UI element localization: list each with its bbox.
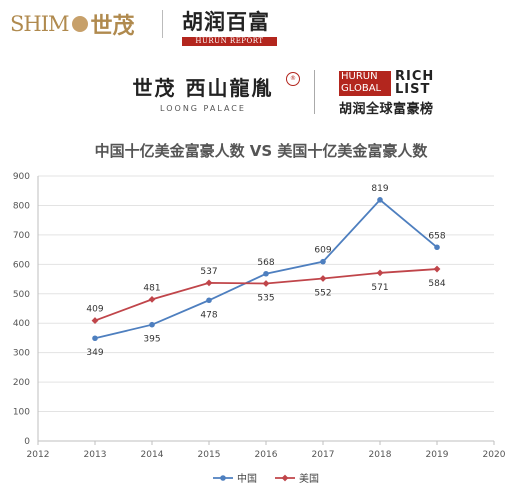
data-label: 478 [200, 310, 217, 320]
x-tick-label: 2017 [312, 450, 335, 460]
sponsor-logo-row: 世茂 西山龍胤 LOONG PALACE ® HURUN GLOBAL RICH… [0, 68, 522, 118]
x-tick-label: 2014 [141, 450, 164, 460]
header-divider [162, 10, 163, 38]
data-label: 609 [314, 246, 331, 256]
y-tick-label: 700 [13, 231, 30, 241]
grl-red-block: HURUN GLOBAL [339, 71, 391, 96]
series-point [206, 297, 212, 304]
legend-swatch-marker [281, 474, 289, 482]
grl-red-line-2: GLOBAL [341, 83, 382, 94]
data-label: 819 [371, 184, 388, 194]
legend-swatch-marker [220, 475, 226, 481]
y-tick-label: 0 [24, 437, 30, 447]
loong-palace-english: LOONG PALACE [160, 104, 246, 113]
series-point [434, 244, 440, 251]
x-tick-label: 2018 [369, 450, 392, 460]
data-label: 658 [428, 231, 445, 241]
legend-label: 美国 [299, 472, 319, 485]
shimao-seal-icon [71, 16, 88, 32]
sponsor-divider [314, 70, 315, 114]
data-label: 552 [314, 288, 331, 298]
series-point [149, 321, 155, 328]
data-label: 535 [257, 293, 274, 303]
y-tick-label: 400 [13, 319, 30, 329]
loong-palace-chinese: 世茂 西山龍胤 [132, 76, 274, 100]
grl-black-line-1: RICH [395, 69, 435, 84]
series-point [148, 295, 156, 303]
y-tick-label: 500 [13, 290, 30, 300]
series-point [320, 258, 326, 265]
data-label: 537 [200, 267, 217, 277]
data-label: 584 [428, 279, 445, 289]
top-bar: SHIM 世茂 胡润百富 HURUN REPORT [0, 0, 522, 50]
series-point [92, 335, 98, 342]
data-label: 349 [86, 348, 103, 358]
grl-red-line-1: HURUN [341, 71, 378, 82]
hurun-logo-english: HURUN REPORT [182, 37, 277, 46]
y-tick-label: 600 [13, 260, 30, 270]
y-tick-label: 200 [13, 378, 30, 388]
loong-palace-logo: 世茂 西山龍胤 LOONG PALACE ® [108, 72, 300, 113]
series-point [433, 265, 441, 273]
data-label: 481 [143, 283, 160, 293]
series-point [263, 270, 269, 277]
data-label-layer: 349 395 478 568 609 819 658 409 481 537 535 552 571 5… [86, 184, 445, 358]
loong-palace-seal-icon: ® [286, 72, 300, 86]
shimao-logo-chinese: 世茂 [90, 13, 135, 39]
x-tick-label: 2016 [255, 450, 278, 460]
x-tick-label: 2013 [84, 450, 107, 460]
hurun-report-logo: 胡润百富 HURUN REPORT [182, 6, 277, 46]
legend: 中国 美国 [213, 472, 319, 485]
axis-layer: 0 100 200 300 400 500 600 700 800 900 2012 2013 2014… [13, 172, 506, 460]
hurun-global-rich-list-logo: HURUN GLOBAL RICH LIST 胡润全球富豪榜 [339, 69, 447, 117]
data-label: 568 [257, 258, 274, 268]
data-label: 395 [143, 335, 160, 345]
series-point [91, 317, 99, 324]
data-label: 571 [371, 283, 388, 293]
x-tick-label: 2020 [483, 450, 506, 460]
x-tick-label: 2012 [27, 450, 50, 460]
series-point [262, 280, 270, 287]
y-tick-label: 300 [13, 349, 30, 359]
series-point [376, 269, 384, 277]
series-line [94, 198, 438, 340]
series-point [319, 275, 327, 282]
grid-layer [38, 175, 494, 442]
hurun-logo-chinese: 胡润百富 [182, 10, 270, 34]
y-tick-label: 900 [13, 172, 30, 182]
shimao-logo-latin: SHIM [10, 12, 69, 36]
series-point [205, 279, 213, 287]
x-tick-label: 2019 [426, 450, 449, 460]
y-tick-label: 800 [13, 201, 30, 211]
x-tick-label: 2015 [198, 450, 221, 460]
grl-black-block: RICH LIST [395, 69, 435, 97]
data-label: 409 [86, 305, 103, 315]
grl-black-line-2: LIST [395, 81, 431, 97]
grl-chinese: 胡润全球富豪榜 [339, 102, 434, 117]
legend-label: 中国 [237, 472, 257, 485]
chart-title: 中国十亿美金富豪人数 VS 美国十亿美金富豪人数 [94, 142, 428, 160]
y-tick-label: 100 [13, 408, 30, 418]
series-point [377, 197, 383, 203]
series-layer [91, 197, 441, 342]
shimao-logo: SHIM 世茂 [10, 9, 135, 39]
